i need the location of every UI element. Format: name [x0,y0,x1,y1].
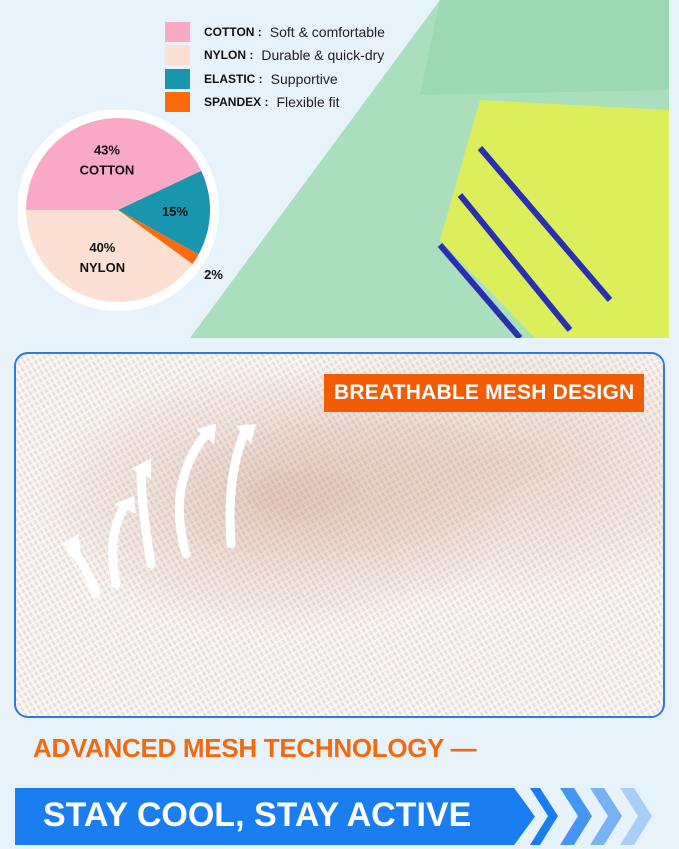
pie-value-label: 40% [89,240,115,255]
legend-swatch [165,92,190,113]
sock-cuff [420,0,669,95]
legend-key: ELASTIC : [204,71,263,86]
legend-desc: Supportive [270,70,338,87]
legend-key: NYLON : [204,48,254,63]
legend-item-nylon: NYLON : Durable & quick-dry [165,44,385,68]
pie-value-label: 43% [94,143,120,158]
legend-swatch [165,45,190,66]
pie-name-label: COTTON [80,163,135,178]
legend-item-cotton: COTTON : Soft & comfortable [165,20,385,44]
banner-text: STAY COOL, STAY ACTIVE [43,796,472,834]
legend-swatch [165,21,190,42]
legend-desc: Flexible fit [276,94,340,111]
legend-swatch [165,68,190,89]
pie-name-label: NYLON [80,260,126,275]
pie-slice-cotton [26,118,202,210]
banner: STAY COOL, STAY ACTIVE [15,788,535,845]
mesh-closeup-panel: BREATHABLE MESH DESIGN [14,352,665,718]
airflow-arrows-icon [61,424,256,599]
pie-slice-spandex [118,210,199,265]
legend-desc: Soft & comfortable [269,23,385,40]
chart-legend: COTTON : Soft & comfortable NYLON : Durabl… [165,20,385,114]
sock-stripes [437,146,613,338]
legend-desc: Durable & quick-dry [261,47,385,64]
pie-chart: 43% COTTON 15% 2% 40% NYLON [18,110,223,311]
sock-photo [190,0,669,338]
mesh-label: BREATHABLE MESH DESIGN [324,374,645,412]
pie-value-label: 2% [204,267,223,282]
legend-key: COTTON : [204,24,262,39]
pie-slice-nylon [26,210,193,302]
legend-item-spandex: SPANDEX : Flexible fit [165,91,385,115]
chevron-arrows-icon [530,788,652,845]
legend-item-elastic: ELASTIC : Supportive [165,67,385,91]
headline: ADVANCED MESH TECHNOLOGY — [33,733,477,763]
pie-value-label: 15% [162,204,188,219]
sock-heel [440,100,669,338]
legend-key: SPANDEX : [204,95,269,110]
pie-slice-elastic [118,170,210,255]
